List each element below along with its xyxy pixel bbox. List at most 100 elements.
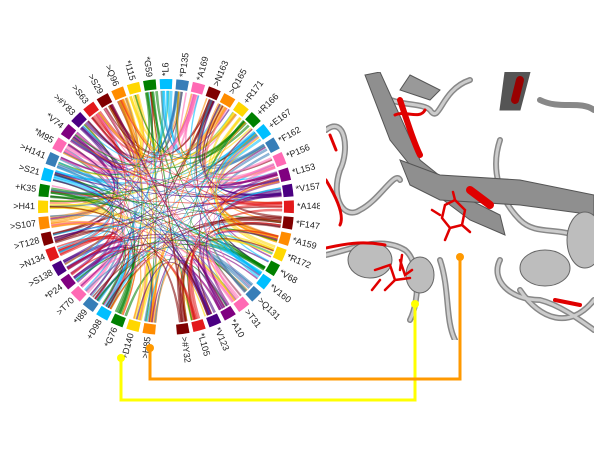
chord-segment [175,79,189,91]
chord-segment [60,273,76,290]
segment-label: >H141 [19,141,48,161]
segment-label: >T128 [13,235,40,251]
chord-link [49,143,265,208]
segment-label: >N163 [211,59,230,88]
chord-segment [40,231,54,246]
segment-label: *P135 [177,52,190,78]
chord-segment [45,246,60,262]
segment-label: *A159 [292,235,318,251]
segment-label: +R171 [241,78,265,105]
segment-label: >#Y32 [179,336,192,363]
chord-segment [159,79,173,90]
segment-label: >#Y83 [52,92,78,118]
chord-link [54,205,283,244]
chord-segment [111,86,127,101]
chord-segment [205,86,221,101]
segment-label: *F147 [295,218,320,231]
chord-segment [265,137,280,153]
chord-segment [272,246,287,262]
chord-segment [142,322,156,335]
segment-label: *A169 [194,55,210,81]
segment-label: *P156 [285,142,311,161]
segment-label: +E167 [266,107,293,131]
segment-label: *L6 [160,62,170,76]
chord-segment [278,167,292,182]
chord-segment [191,319,206,333]
chord-link [120,99,283,208]
chord-segment [143,79,157,91]
segment-label: >H85 [140,336,153,359]
connector-h85-dot-end [456,253,464,261]
chord-link [109,215,282,310]
segment-label: >Q96 [103,63,121,87]
chord-segment [96,93,113,108]
chord-link [83,90,165,291]
segment-label: +D98 [84,317,104,341]
chord-segment [71,112,87,128]
segment-label: *G76 [102,326,119,349]
chord-link [105,218,282,307]
chord-segment [283,200,294,214]
chord-segment [40,167,54,182]
connector-d140-dot-end [411,300,419,308]
segment-label: *P24 [43,282,65,302]
segment-label: *G59 [142,56,155,78]
chord-link [203,105,282,219]
segment-label: *L153 [291,161,316,177]
chord-segment [278,231,292,246]
chord-link [65,147,273,181]
helices [347,211,594,294]
segment-label: *M95 [32,126,55,145]
chord-segment [52,137,67,153]
chord-segment [206,313,222,328]
segment-label: >S63 [70,83,91,106]
segment-label: +R166 [255,91,281,117]
chord-segment [38,216,50,230]
segment-label: >Q165 [227,67,249,96]
segment-label: +D140 [119,332,136,360]
segment-label: >N134 [18,252,47,271]
segment-label: *V160 [268,282,294,305]
chord-segment [83,101,99,117]
chord-link [49,121,247,203]
segment-label: +K35 [14,181,36,194]
chord-link [63,91,179,171]
chord-segment [45,152,60,168]
chord-segment [38,183,50,198]
segment-label: >S107 [9,218,36,231]
segment-label: *A10 [228,317,246,339]
segment-label: *F162 [277,124,303,145]
chord-segment [282,183,294,198]
chord-segment [96,305,112,321]
residue-sticks [370,190,472,292]
segment-label: *V157 [295,181,320,194]
segment-label: *I89 [72,307,90,326]
chord-link [97,111,237,161]
chord-segment [282,216,294,230]
chord-segment [60,124,77,140]
chord-segment [245,112,261,128]
segment-label: *V74 [44,111,66,131]
segment-label: >H41 [13,201,35,211]
segment-label: >S29 [86,72,105,95]
chord-segment [272,152,287,168]
segment-label: >T31 [243,307,264,330]
segment-label: *A148 [297,201,320,211]
chord-link [49,127,252,203]
chord-segment [70,285,87,302]
beta-sheets [364,72,594,236]
segment-label: >S21 [18,162,41,177]
segment-label: *V68 [277,267,299,285]
chord-links [49,90,283,323]
chord-segment [190,81,206,95]
chord-diagram: >H85+D140*G76+D98*I89>T70*P24>S138>N134>… [9,52,320,363]
backbone-loops [326,77,594,340]
segment-label: >S138 [27,267,55,289]
segment-label: *L105 [196,332,212,357]
segment-label: *I115 [123,59,138,81]
highlighted-residues [326,76,582,307]
chord-segment [255,124,272,140]
chord-segment [110,313,126,328]
chord-segment [126,81,142,95]
chord-link [72,243,123,287]
